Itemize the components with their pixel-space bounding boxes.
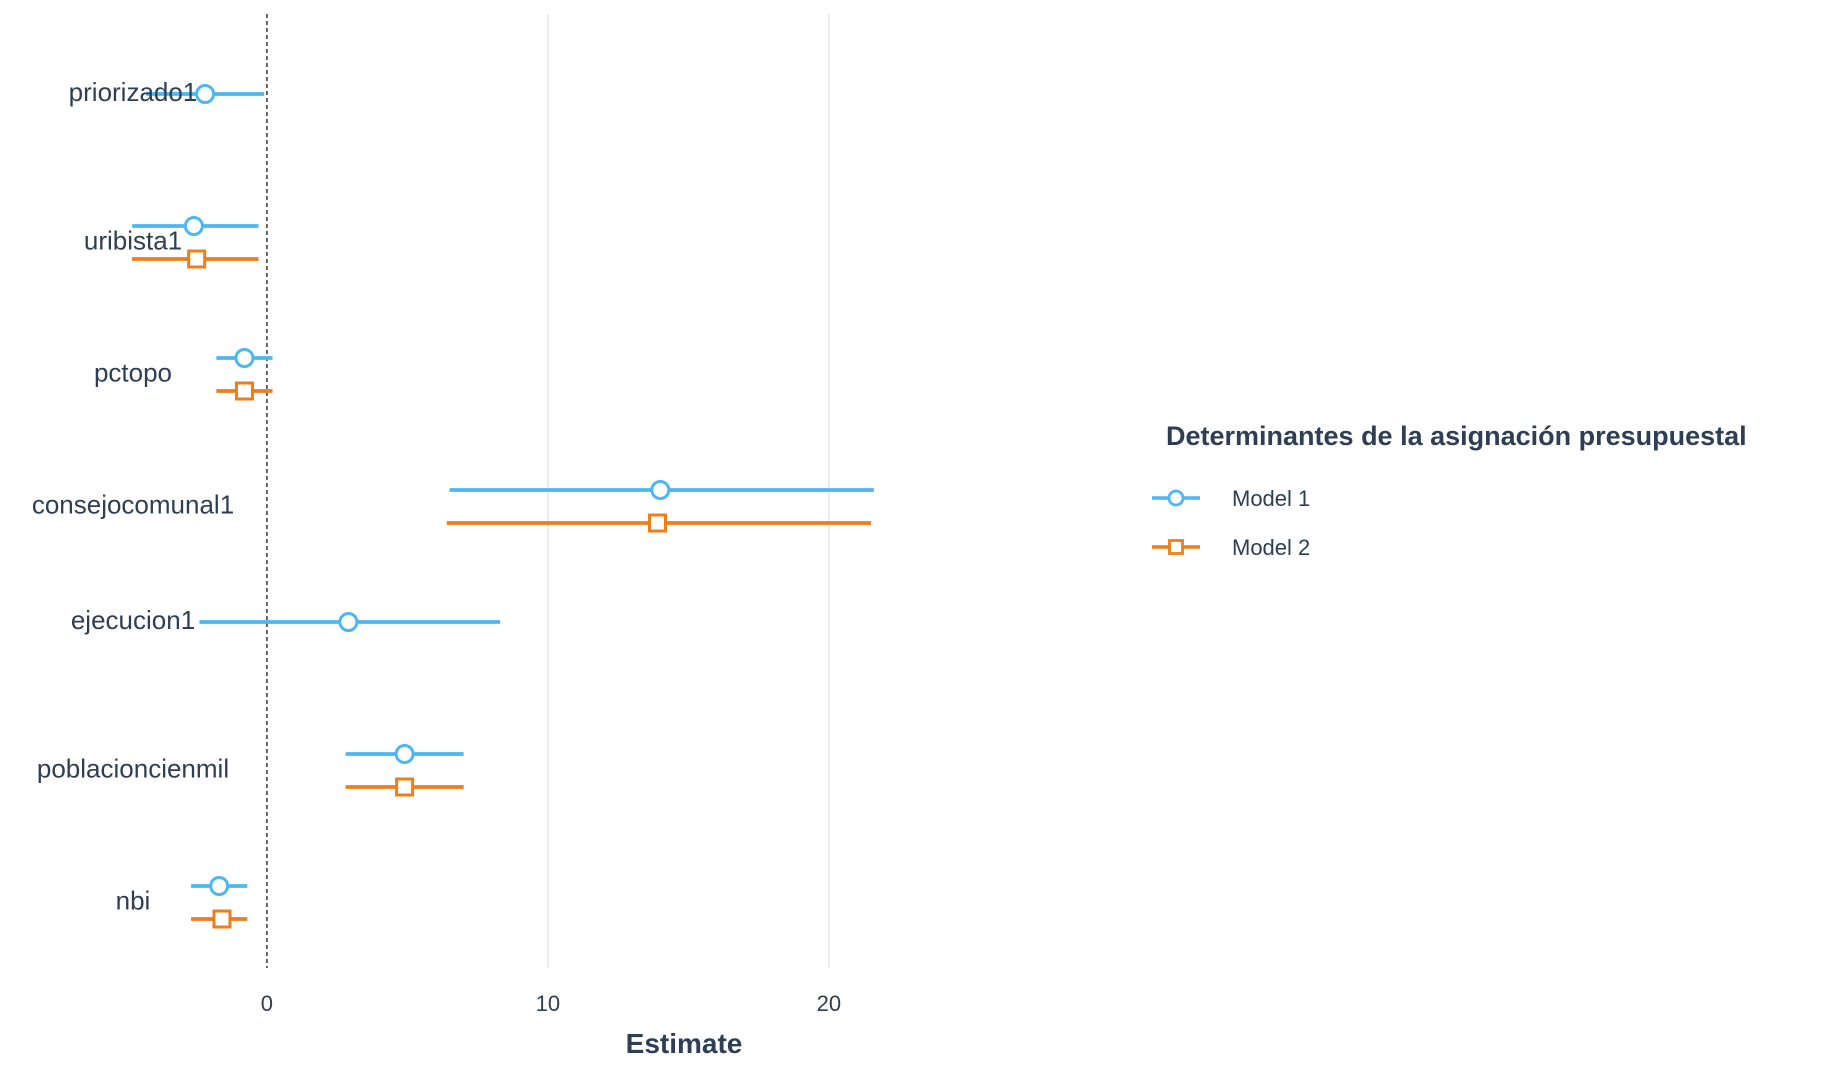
y-axis-labels: priorizado1 uribista1 pctopo consejocomunal… — [32, 77, 234, 916]
x-tick-label-0: 0 — [261, 991, 273, 1016]
y-term-label-ejecucion1: ejecucion1 — [71, 605, 195, 635]
point-model-2-pctopo — [234, 381, 254, 401]
y-term-label-nbi: nbi — [116, 886, 151, 916]
y-term-label-pctopo: pctopo — [94, 358, 172, 388]
y-term-label-poblacioncienmil: poblacioncienmil — [37, 754, 229, 784]
x-axis-title: Estimate — [626, 1028, 743, 1059]
y-term-label-uribista1: uribista1 — [84, 226, 182, 256]
point-model-1-priorizado1 — [195, 84, 216, 104]
x-tick-label-20: 20 — [817, 991, 841, 1016]
legend-key-marker-model-1 — [1167, 489, 1185, 507]
legend-label-model-2: Model 2 — [1232, 535, 1310, 560]
point-model-2-nbi — [212, 909, 232, 929]
point-model-1-ejecucion1 — [338, 612, 359, 632]
point-model-1-nbi — [209, 876, 230, 896]
y-term-label-consejocomunal1: consejocomunal1 — [32, 490, 234, 520]
legend-key-marker-model-2 — [1168, 539, 1184, 555]
legend-items: Model 1 Model 2 — [1152, 486, 1310, 560]
y-term-label-priorizado1: priorizado1 — [69, 77, 198, 107]
legend-label-model-1: Model 1 — [1232, 486, 1310, 511]
marks-layer — [132, 84, 874, 929]
point-model-1-pctopo — [234, 348, 255, 368]
legend: Determinantes de la asignación presupues… — [1152, 421, 1747, 560]
x-tick-label-10: 10 — [536, 991, 560, 1016]
legend-title: Determinantes de la asignación presupues… — [1166, 421, 1747, 451]
point-model-1-poblacioncienmil — [394, 744, 415, 764]
point-model-1-consejocomunal1 — [650, 480, 671, 500]
point-model-2-uribista1 — [187, 249, 207, 269]
point-model-1-uribista1 — [183, 216, 204, 236]
x-axis-ticks: 0 10 20 — [261, 991, 841, 1016]
point-model-2-consejocomunal1 — [647, 513, 667, 533]
point-model-2-poblacioncienmil — [395, 777, 415, 797]
